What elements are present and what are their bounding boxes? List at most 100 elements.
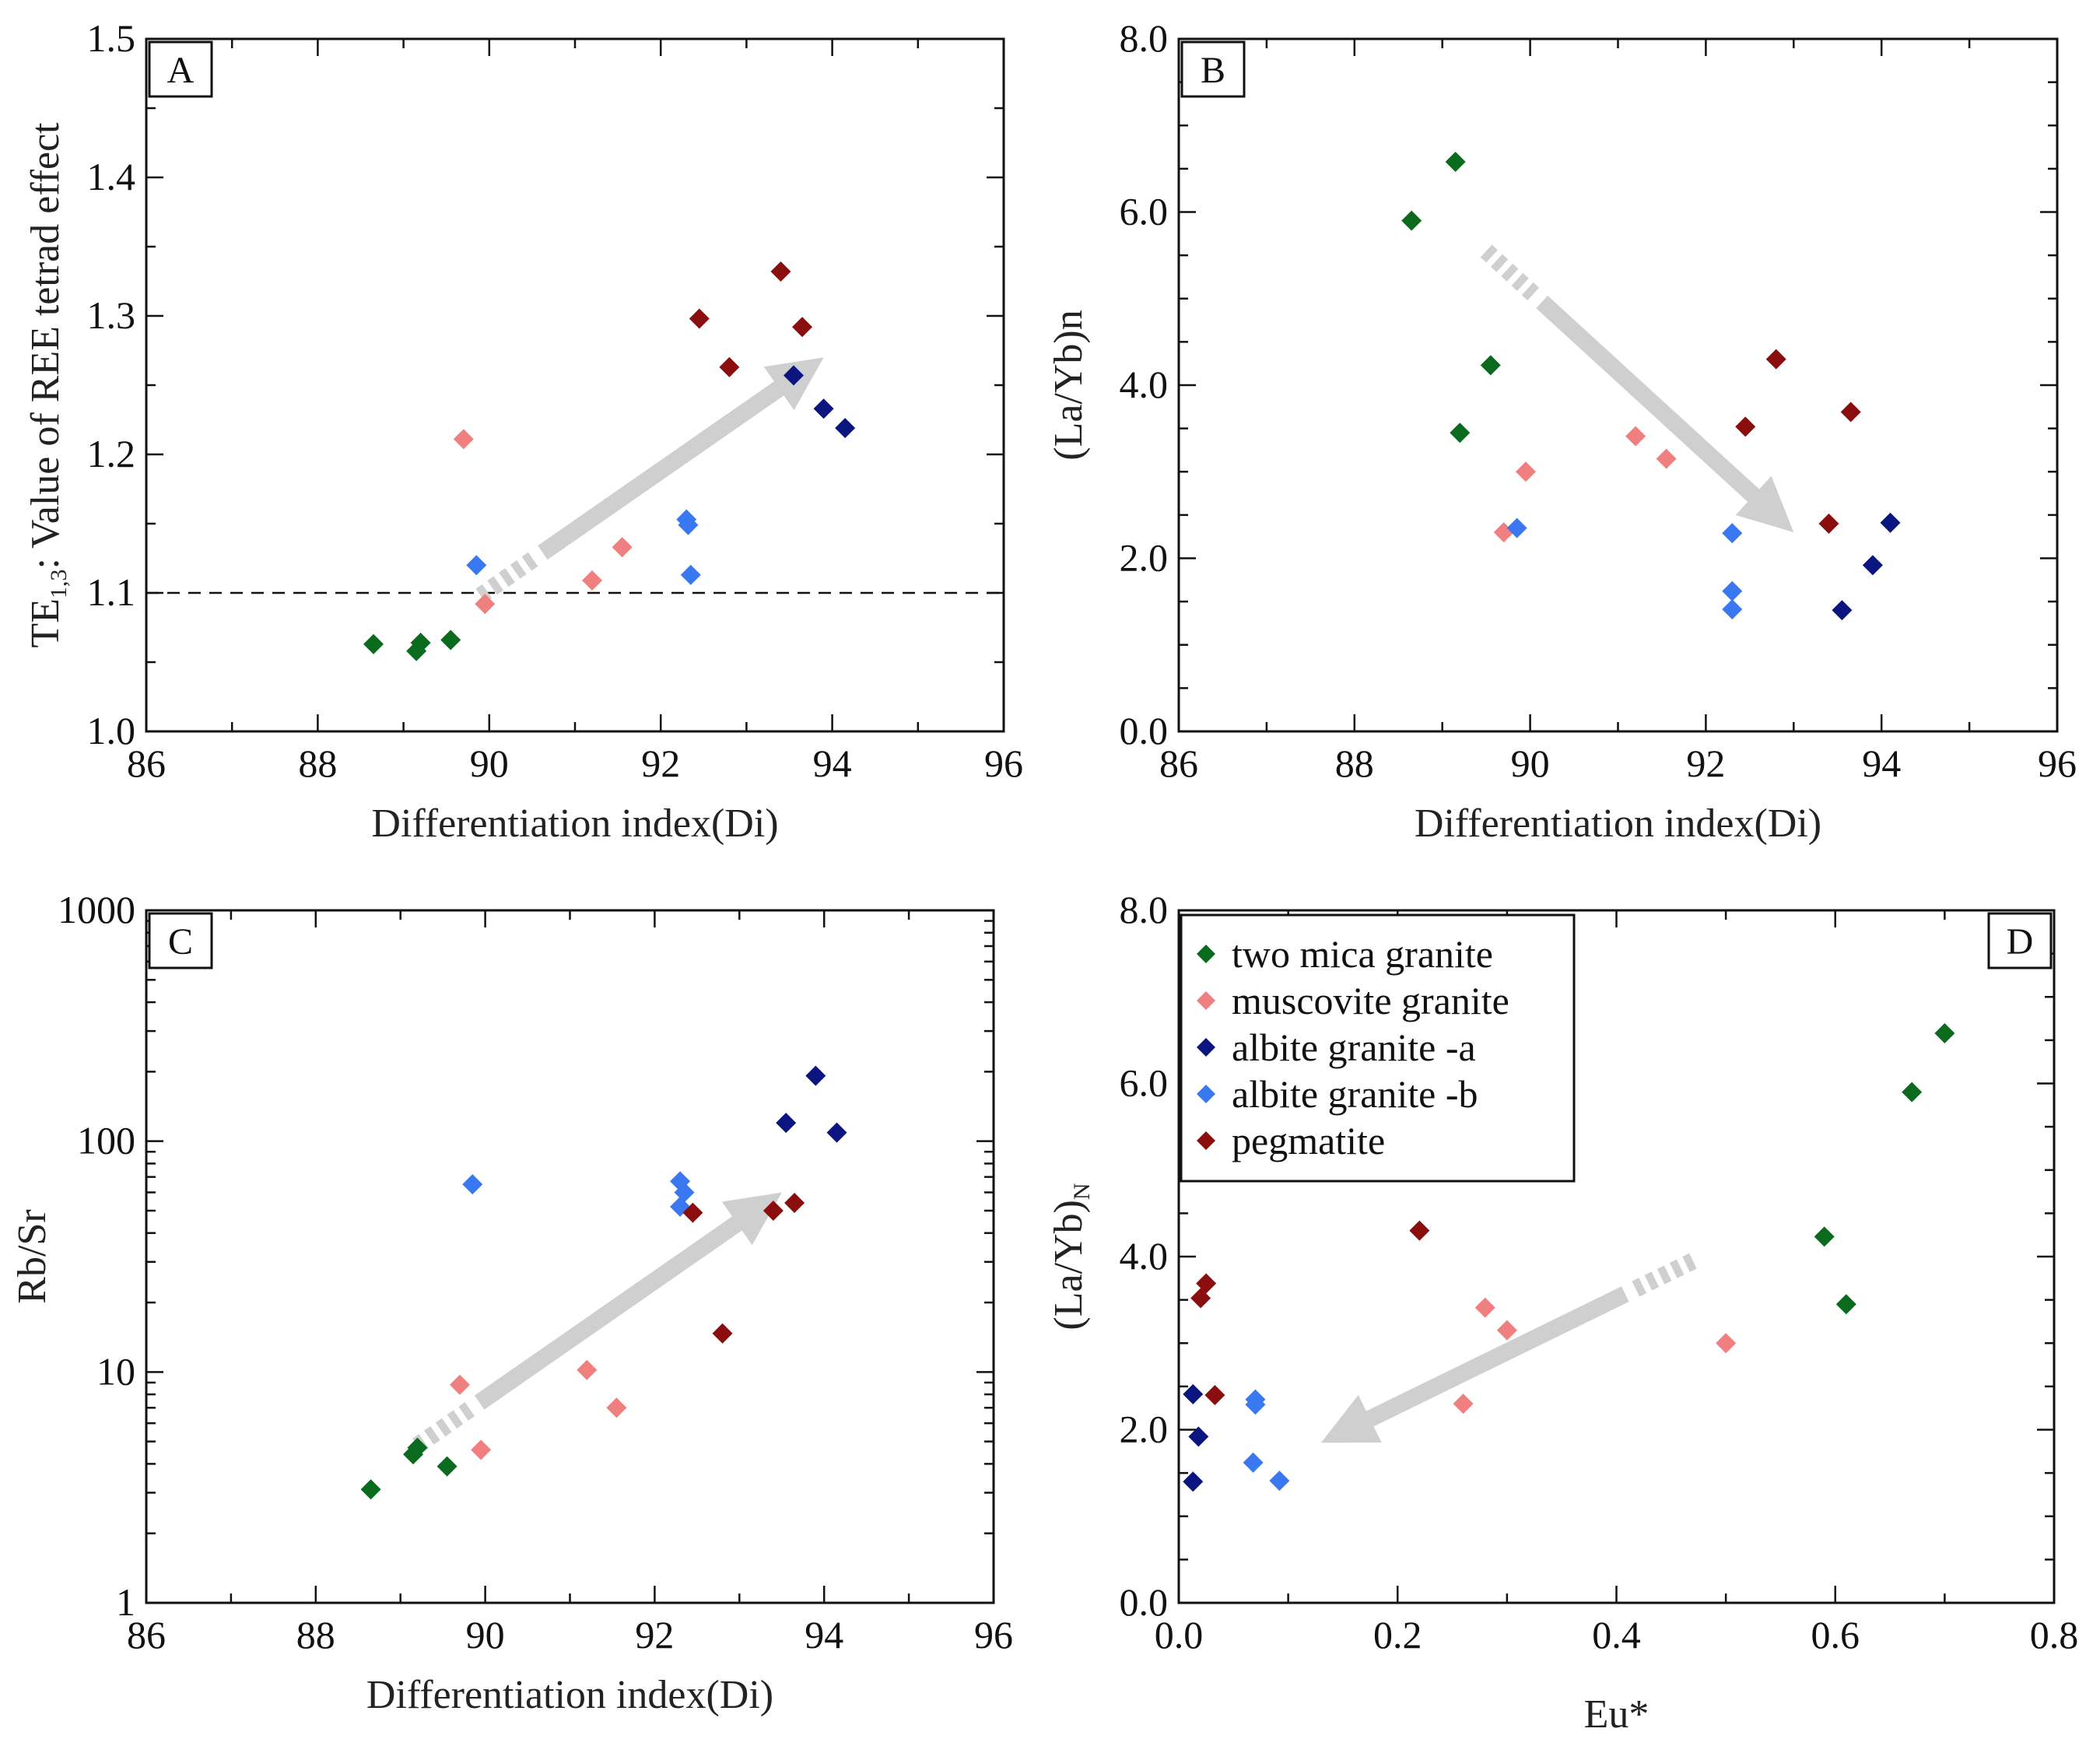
x-tick-label: 94 — [1862, 742, 1901, 785]
pegmatite-point — [1409, 1220, 1430, 1241]
panel-label: C — [168, 921, 193, 962]
y-tick-label: 1.5 — [87, 16, 136, 60]
y-axis-label-main: (La/Yb) — [1046, 1200, 1091, 1330]
y-tick-label: 1.2 — [87, 432, 136, 475]
legend-marker-two-mica-granite — [1197, 945, 1215, 963]
y-tick-label: 1.4 — [87, 155, 136, 198]
trend-arrow — [1536, 295, 1794, 533]
albite-granite-b-point — [1722, 523, 1743, 544]
legend-marker-muscovite-granite — [1197, 991, 1215, 1010]
albite-granite-a-point — [1188, 1426, 1209, 1447]
x-tick-label: 86 — [1159, 742, 1198, 785]
y-tick-label: 1.3 — [87, 293, 136, 337]
pegmatite-point — [1196, 1273, 1217, 1294]
muscovite-granite-point — [1474, 1297, 1495, 1318]
two-mica-granite-point — [1450, 422, 1471, 444]
albite-granite-a-point — [784, 365, 805, 386]
x-tick-label: 92 — [635, 1613, 674, 1657]
chart-panel-c: 86 88 90 92 94 96 1 10 100 1000 C Differentiation i… — [10, 888, 1013, 1717]
chart-panel-d: 0.0 0.2 0.4 0.6 0.8 0.0 2.0 4.0 6.0 8.0 D Eu* (La/Yb… — [1046, 888, 2078, 1737]
y-tick-label: 0.0 — [1120, 1580, 1169, 1624]
pegmatite-point — [712, 1323, 733, 1344]
pegmatite-point — [1765, 349, 1786, 370]
albite-granite-b-point — [1269, 1471, 1290, 1492]
x-tick-label: 96 — [2038, 742, 2077, 785]
plot-frame — [145, 37, 1005, 733]
albite-granite-a-point — [1183, 1471, 1204, 1492]
two-mica-granite-point — [410, 633, 431, 654]
pegmatite-point — [689, 308, 710, 329]
two-mica-granite-point — [363, 633, 384, 654]
chart-panel-a: 86 88 90 92 94 96 1.0 1.1 1.2 1.3 1.4 1.5 A Different… — [23, 16, 1023, 846]
albite-granite-a-point — [826, 1122, 847, 1143]
panel-label: D — [2007, 921, 2034, 962]
x-tick-label: 90 — [1511, 742, 1550, 785]
albite-granite-b-point — [678, 514, 699, 535]
panel-label-box — [148, 40, 213, 98]
x-tick-label: 0.2 — [1373, 1613, 1422, 1657]
x-tick-label: 0.6 — [1811, 1613, 1860, 1657]
muscovite-granite-point — [582, 570, 603, 591]
albite-granite-b-point — [680, 564, 701, 585]
y-tick-label: 8.0 — [1120, 888, 1169, 931]
two-mica-granite-point — [1814, 1226, 1835, 1247]
albite-granite-b-point — [462, 1174, 483, 1195]
trend-arrow — [474, 1192, 782, 1410]
albite-granite-b-point — [466, 555, 487, 576]
x-tick-label: 0.8 — [2030, 1613, 2079, 1657]
x-tick-label: 92 — [641, 742, 680, 785]
muscovite-granite-point — [1496, 1320, 1517, 1341]
x-tick-label: 88 — [296, 1613, 335, 1657]
muscovite-granite-point — [612, 537, 633, 558]
albite-granite-b-point — [1722, 580, 1743, 601]
muscovite-granite-point — [577, 1359, 598, 1380]
x-tick-label: 96 — [974, 1613, 1013, 1657]
x-tick-label: 86 — [127, 1613, 166, 1657]
x-tick-label: 94 — [805, 1613, 843, 1657]
albite-granite-b-point — [1506, 517, 1527, 538]
two-mica-granite-point — [436, 1456, 458, 1477]
x-axis-label: Differentiation index(Di) — [366, 1673, 773, 1717]
muscovite-granite-point — [1716, 1333, 1737, 1354]
pegmatite-point — [770, 261, 791, 282]
y-axis-label-main: Rb/Sr — [10, 1209, 54, 1303]
y-tick-label: 10 — [96, 1349, 135, 1393]
albite-granite-a-point — [1880, 512, 1901, 533]
pegmatite-point — [1818, 514, 1839, 534]
y-tick-label: 1.1 — [87, 570, 136, 614]
muscovite-granite-point — [449, 1374, 470, 1395]
trend-arrow — [538, 357, 824, 560]
two-mica-granite-point — [1835, 1294, 1856, 1315]
legend-marker-pegmatite — [1197, 1131, 1215, 1150]
muscovite-granite-point — [1656, 448, 1677, 469]
pegmatite-point — [682, 1202, 703, 1223]
y-tick-label: 1000 — [58, 888, 135, 931]
panel-label-box — [1180, 40, 1246, 98]
x-tick-label: 96 — [984, 742, 1023, 785]
plot-frame — [1177, 37, 2059, 733]
x-axis-label: Differentiation index(Di) — [1415, 801, 1821, 846]
pegmatite-point — [1840, 401, 1861, 422]
legend-label-albite-granite-a: albite granite -a — [1232, 1026, 1476, 1069]
y-tick-label: 100 — [77, 1119, 135, 1162]
y-tick-label: 6.0 — [1120, 190, 1169, 233]
y-tick-label: 2.0 — [1120, 1408, 1169, 1451]
y-tick-label: 2.0 — [1120, 536, 1169, 580]
muscovite-granite-point — [1625, 426, 1646, 447]
albite-granite-a-point — [776, 1113, 797, 1134]
legend-marker-albite-granite-a — [1197, 1038, 1215, 1057]
two-mica-granite-point — [1902, 1082, 1923, 1103]
albite-granite-b-point — [1722, 599, 1743, 620]
y-axis-label: Rb/Sr — [10, 1209, 54, 1303]
y-tick-label: 8.0 — [1120, 16, 1169, 60]
chart-panel-b: 86 88 90 92 94 96 0.0 2.0 4.0 6.0 8.0 B Differentiat… — [1046, 16, 2077, 846]
muscovite-granite-point — [1453, 1394, 1474, 1415]
pegmatite-point — [1204, 1385, 1225, 1405]
y-tick-label: 0.0 — [1120, 709, 1169, 752]
legend-marker-albite-granite-b — [1197, 1085, 1215, 1103]
muscovite-granite-point — [453, 429, 474, 450]
two-mica-granite-point — [360, 1479, 381, 1500]
y-axis-label-subscript: 1,3 — [46, 570, 72, 599]
albite-granite-a-point — [813, 398, 834, 419]
trend-arrow-tail — [1629, 1253, 1697, 1298]
